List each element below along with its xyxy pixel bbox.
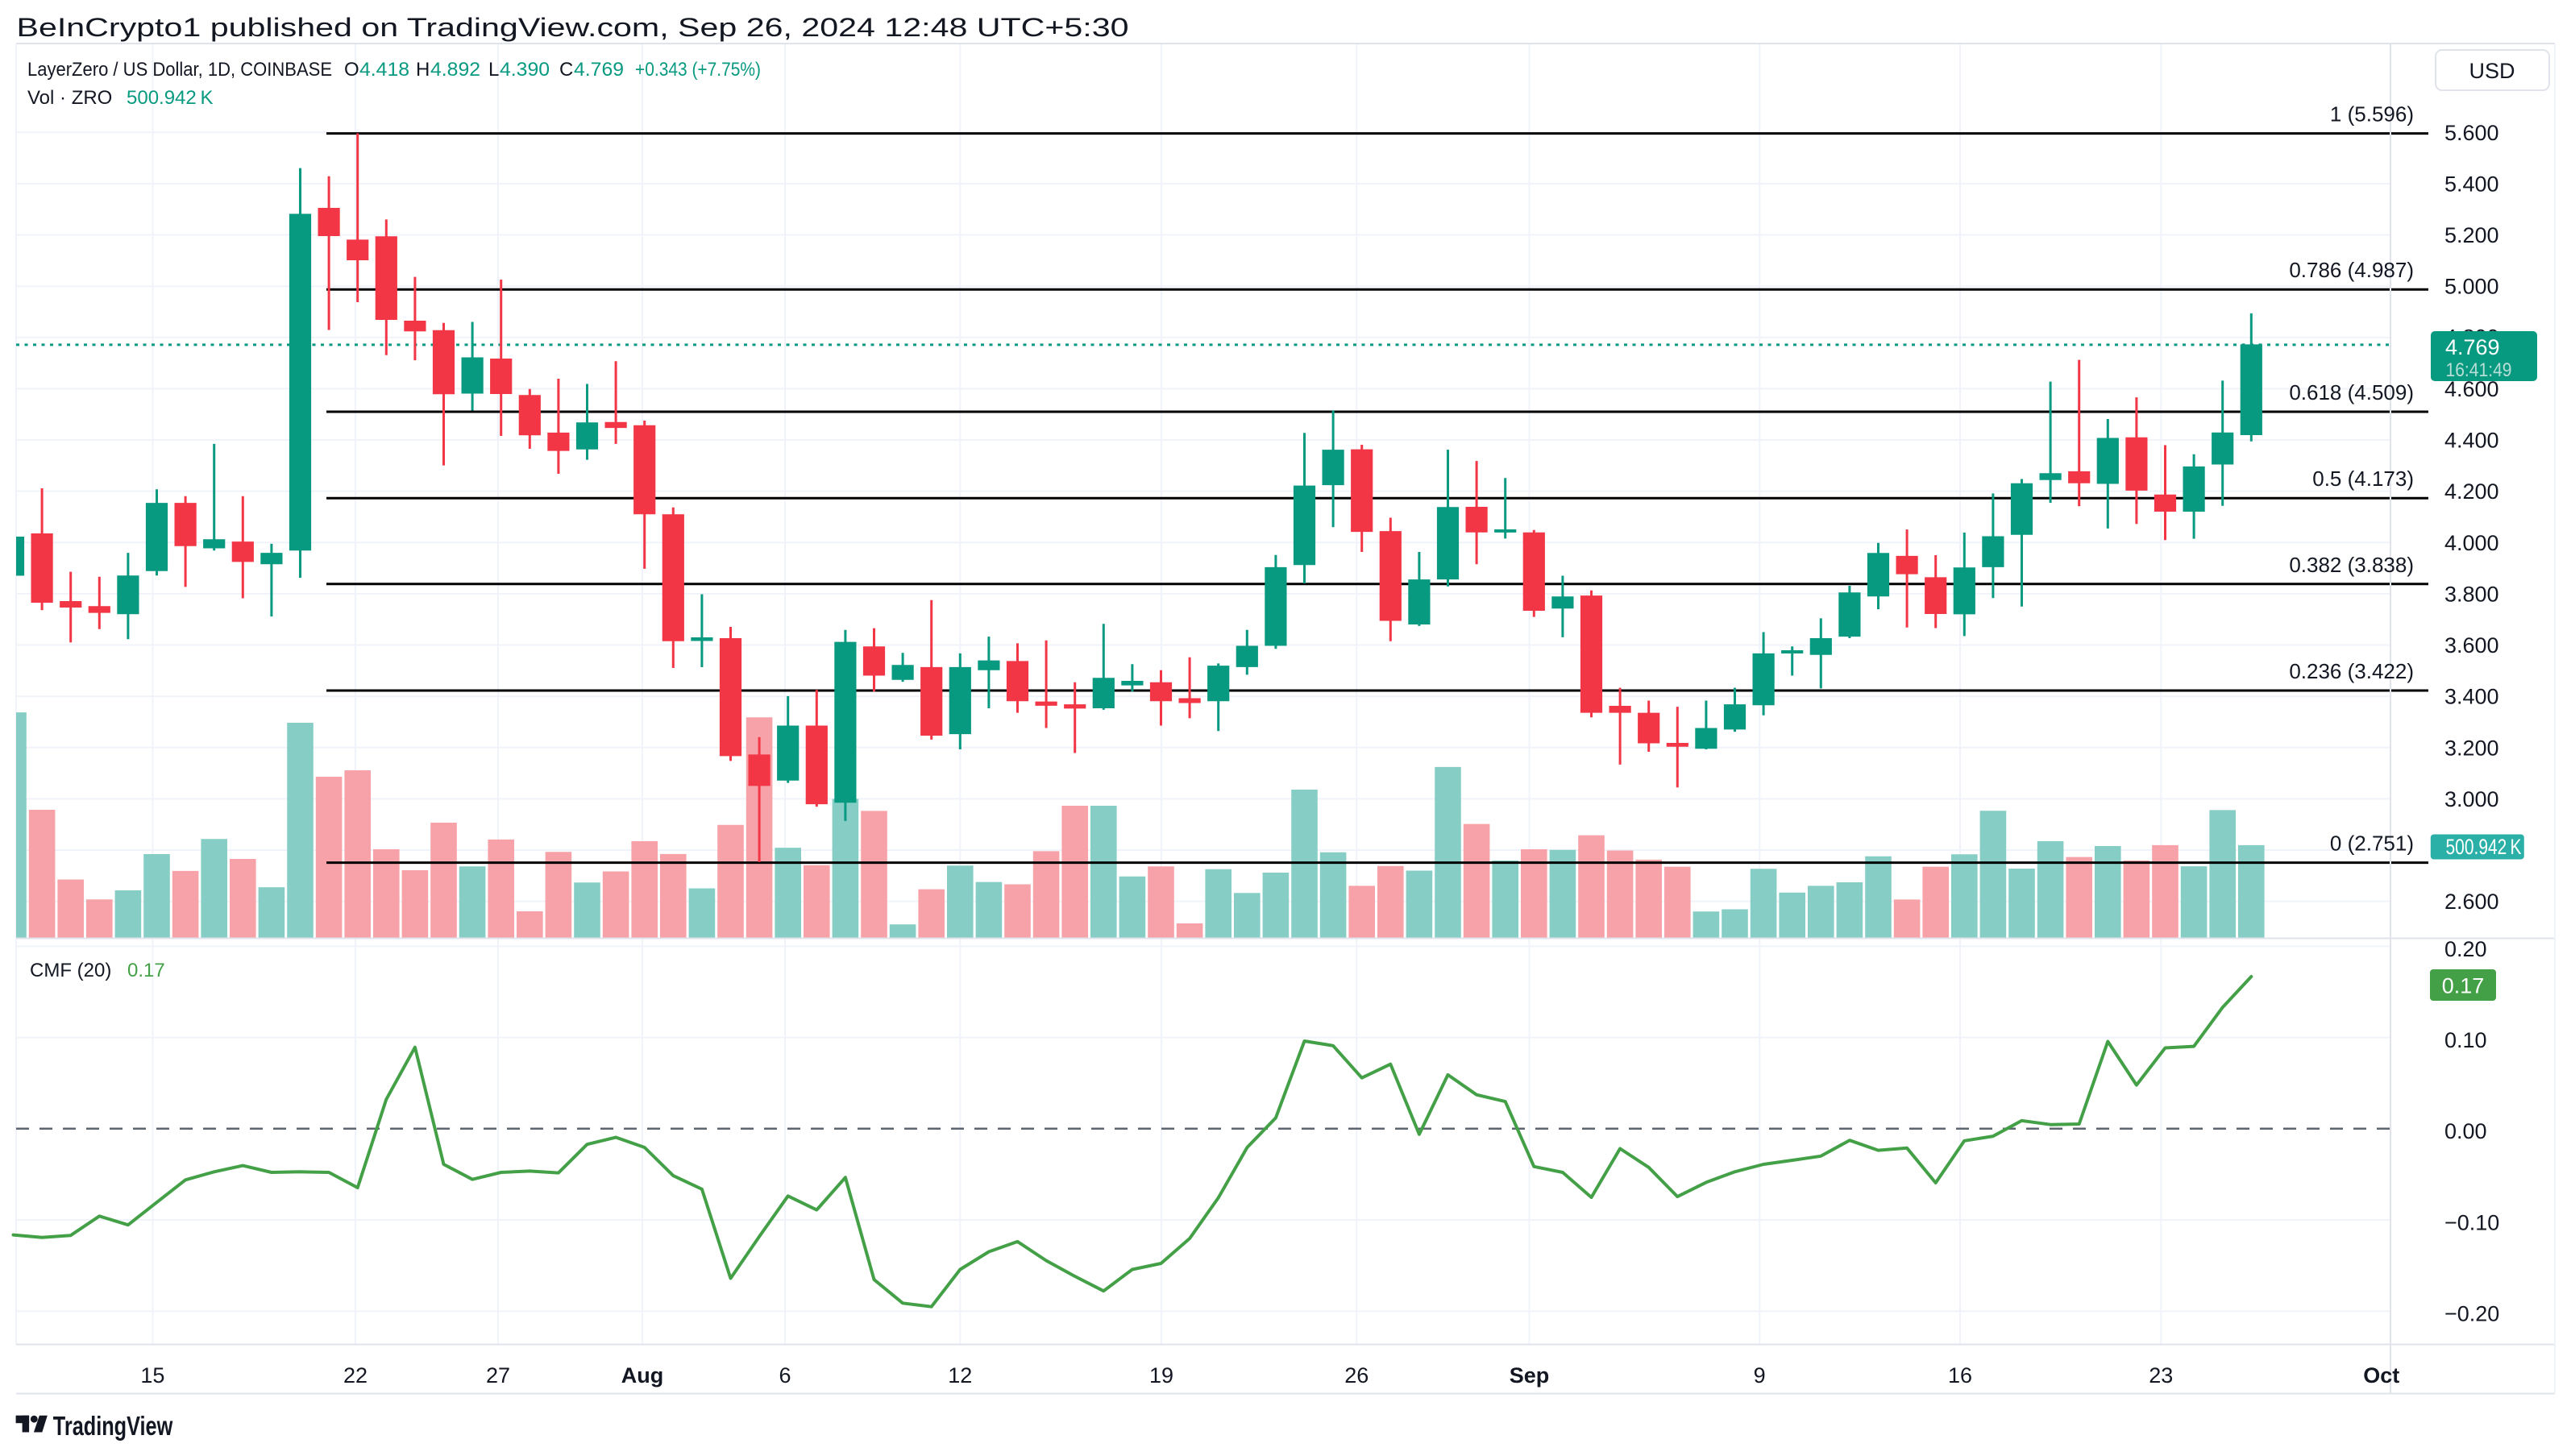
svg-text:19: 19: [1149, 1363, 1173, 1388]
svg-text:12: 12: [948, 1363, 972, 1388]
svg-text:5.600: 5.600: [2444, 121, 2499, 145]
svg-text:0.618 (4.509): 0.618 (4.509): [2289, 380, 2414, 404]
svg-text:2.600: 2.600: [2444, 890, 2499, 914]
svg-text:3.200: 3.200: [2444, 736, 2499, 760]
svg-text:0.17: 0.17: [127, 960, 165, 981]
svg-text:0.786 (4.987): 0.786 (4.987): [2289, 258, 2414, 282]
svg-text:5.000: 5.000: [2444, 275, 2499, 299]
svg-text:C: C: [559, 59, 573, 81]
svg-text:0.10: 0.10: [2444, 1028, 2487, 1052]
svg-text:16: 16: [1948, 1363, 1972, 1388]
svg-text:3.000: 3.000: [2444, 787, 2499, 811]
svg-text:4.769: 4.769: [574, 59, 624, 81]
svg-text:4.000: 4.000: [2444, 531, 2499, 555]
svg-text:6: 6: [779, 1363, 791, 1388]
svg-text:LayerZero / US Dollar, 1D, COI: LayerZero / US Dollar, 1D, COINBASE: [27, 59, 332, 81]
svg-text:4.200: 4.200: [2444, 479, 2499, 504]
svg-text:USD: USD: [2469, 59, 2515, 83]
svg-text:23: 23: [2149, 1363, 2173, 1388]
svg-text:Oct: Oct: [2363, 1363, 2399, 1388]
svg-text:H: H: [416, 59, 430, 81]
svg-text:26: 26: [1344, 1363, 1369, 1388]
svg-text:L: L: [488, 59, 499, 81]
svg-text:3.400: 3.400: [2444, 685, 2499, 709]
svg-text:22: 22: [343, 1363, 368, 1388]
svg-text:−0.20: −0.20: [2444, 1302, 2499, 1326]
svg-text:5.200: 5.200: [2444, 223, 2499, 247]
svg-text:1 (5.596): 1 (5.596): [2330, 102, 2414, 127]
svg-text:Aug: Aug: [621, 1363, 663, 1388]
svg-text:3.600: 3.600: [2444, 633, 2499, 657]
svg-text:4.769: 4.769: [2445, 335, 2500, 359]
svg-text:Vol · ZRO: Vol · ZRO: [27, 87, 112, 109]
svg-text:0.382 (3.838): 0.382 (3.838): [2289, 553, 2414, 577]
svg-text:+0.343 (+7.75%): +0.343 (+7.75%): [635, 59, 761, 81]
svg-text:15: 15: [140, 1363, 164, 1388]
svg-text:500.942 K: 500.942 K: [127, 87, 214, 109]
svg-text:4.418: 4.418: [359, 59, 409, 81]
svg-text:27: 27: [486, 1363, 510, 1388]
svg-text:4.892: 4.892: [430, 59, 480, 81]
svg-text:0.20: 0.20: [2444, 937, 2487, 961]
svg-text:9: 9: [1754, 1363, 1766, 1388]
svg-text:0.00: 0.00: [2444, 1119, 2487, 1143]
svg-text:5.400: 5.400: [2444, 172, 2499, 196]
svg-text:0.5 (4.173): 0.5 (4.173): [2312, 467, 2414, 491]
svg-text:−0.10: −0.10: [2444, 1210, 2499, 1234]
svg-text:4.390: 4.390: [500, 59, 550, 81]
svg-text:500.942 K: 500.942 K: [2446, 835, 2522, 859]
svg-text:4.400: 4.400: [2444, 429, 2499, 453]
svg-text:TradingView: TradingView: [53, 1411, 173, 1441]
svg-text:0.17: 0.17: [2442, 974, 2485, 998]
svg-text:O: O: [344, 59, 359, 81]
svg-text:3.800: 3.800: [2444, 582, 2499, 606]
svg-text:CMF (20): CMF (20): [30, 960, 111, 981]
svg-text:16:41:49: 16:41:49: [2446, 359, 2512, 381]
svg-text:BeInCrypto1 published on Tradi: BeInCrypto1 published on TradingView.com…: [17, 13, 1129, 42]
svg-text:0 (2.751): 0 (2.751): [2330, 832, 2414, 856]
svg-text:0.236 (3.422): 0.236 (3.422): [2289, 659, 2414, 683]
svg-text:Sep: Sep: [1510, 1363, 1550, 1388]
